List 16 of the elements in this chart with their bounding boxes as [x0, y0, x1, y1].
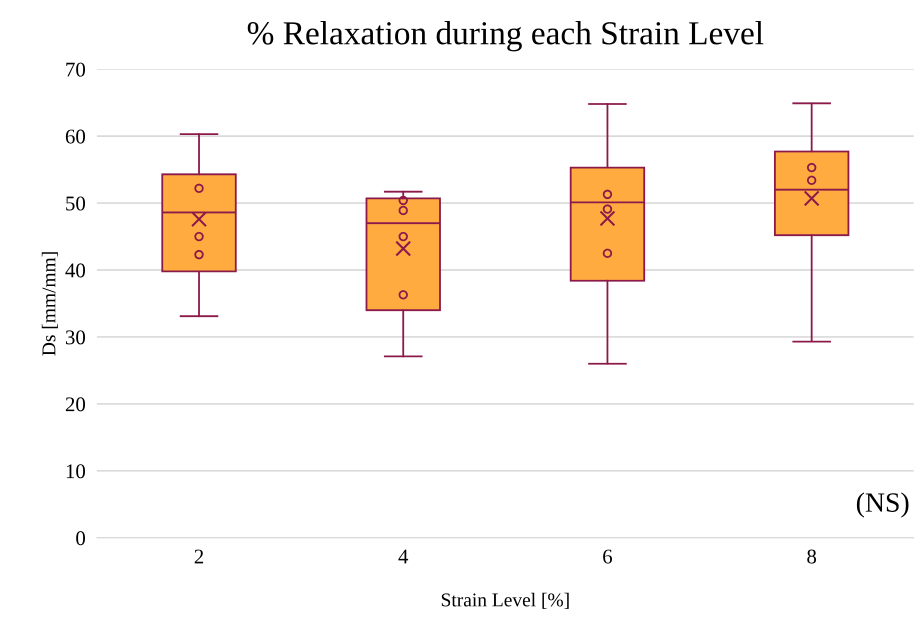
y-tick-label: 70: [66, 62, 86, 77]
x-tick-label: 2: [194, 550, 204, 564]
x-tick-label: 8: [807, 550, 816, 564]
y-tick-label: 0: [76, 531, 86, 546]
x-tick-label: 6: [603, 550, 612, 564]
chart-title: % Relaxation during each Strain Level: [248, 21, 764, 52]
y-axis-title: Ds [mm/mm]: [42, 252, 58, 356]
y-tick-label: 40: [65, 263, 86, 278]
y-tick-label: 60: [66, 130, 86, 144]
annotation: (NS): [856, 492, 908, 518]
x-tick-label: 4: [398, 550, 408, 564]
y-tick-label: 30: [66, 330, 86, 344]
y-tick-label: 50: [66, 196, 86, 211]
y-tick-label: 10: [66, 464, 86, 478]
y-tick-label: 20: [66, 397, 86, 412]
x-axis-title: Strain Level [%]: [442, 592, 569, 609]
